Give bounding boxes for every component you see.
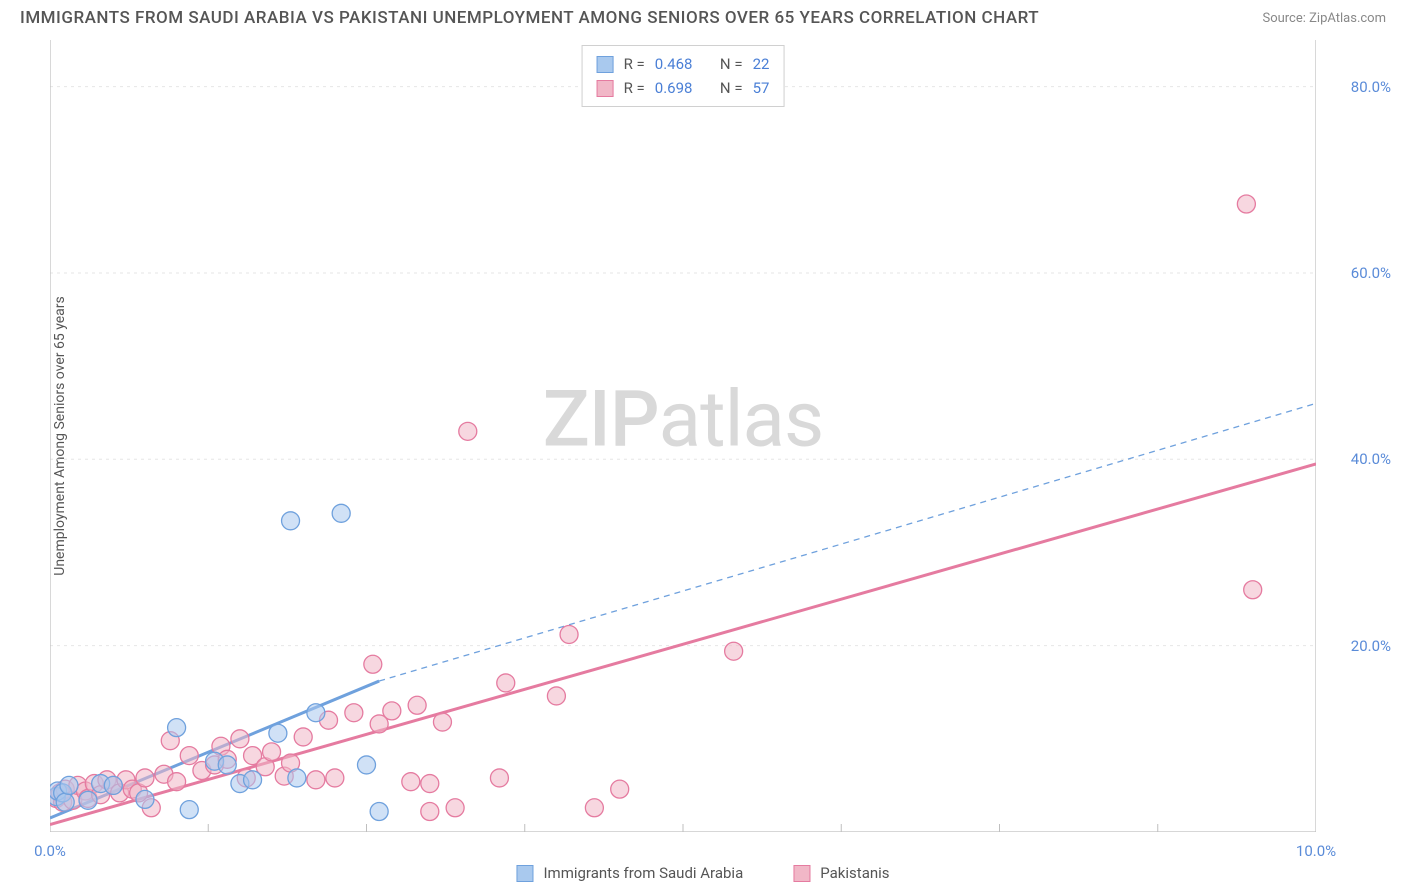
r-value-saudi: 0.468	[655, 52, 693, 76]
y-tick-label: 20.0%	[1351, 637, 1391, 655]
y-tick-label: 40.0%	[1351, 450, 1391, 468]
stats-row-pakistani: R = 0.698 N = 57	[597, 76, 770, 100]
r-label-pakistani: R =	[624, 76, 645, 100]
x-axis-legend: Immigrants from Saudi Arabia Pakistanis	[516, 864, 889, 882]
legend-swatch-pakistani	[793, 865, 810, 882]
r-value-pakistani: 0.698	[655, 76, 693, 100]
stats-row-saudi: R = 0.468 N = 22	[597, 52, 770, 76]
title-bar: IMMIGRANTS FROM SAUDI ARABIA VS PAKISTAN…	[0, 0, 1406, 36]
legend-item-saudi: Immigrants from Saudi Arabia	[516, 864, 743, 882]
y-tick-label: 80.0%	[1351, 78, 1391, 96]
chart-area: Unemployment Among Seniors over 65 years…	[50, 40, 1316, 832]
n-label-pakistani: N =	[720, 76, 743, 100]
x-tick-label: 10.0%	[1296, 842, 1336, 860]
stats-box: R = 0.468 N = 22 R = 0.698 N = 57	[582, 45, 785, 107]
scatter-plot	[50, 40, 1316, 832]
legend-label-saudi: Immigrants from Saudi Arabia	[543, 864, 743, 882]
source-label: Source: ZipAtlas.com	[1262, 11, 1386, 26]
legend-swatch-saudi	[516, 865, 533, 882]
x-tick-label: 0.0%	[34, 842, 66, 860]
n-value-pakistani: 57	[753, 76, 770, 100]
swatch-saudi	[597, 56, 614, 73]
n-value-saudi: 22	[753, 52, 770, 76]
chart-title: IMMIGRANTS FROM SAUDI ARABIA VS PAKISTAN…	[20, 8, 1039, 28]
n-label-saudi: N =	[720, 52, 743, 76]
legend-item-pakistani: Pakistanis	[793, 864, 889, 882]
r-label-saudi: R =	[624, 52, 645, 76]
y-tick-label: 60.0%	[1351, 264, 1391, 282]
legend-label-pakistani: Pakistanis	[820, 864, 889, 882]
swatch-pakistani	[597, 80, 614, 97]
